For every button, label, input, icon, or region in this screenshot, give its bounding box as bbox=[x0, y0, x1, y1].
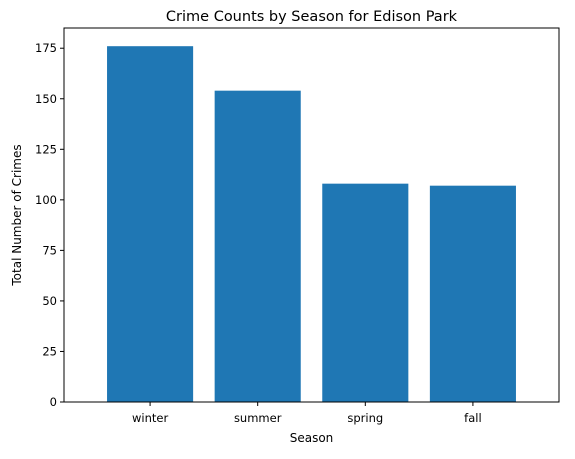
x-tick-label-fall: fall bbox=[464, 411, 482, 425]
x-tick-label-summer: summer bbox=[234, 411, 282, 425]
y-tick-label: 150 bbox=[35, 92, 57, 106]
x-tick-label-winter: winter bbox=[132, 411, 168, 425]
y-tick-label: 175 bbox=[35, 41, 57, 55]
bar-fall bbox=[429, 185, 516, 402]
x-axis-label: Season bbox=[290, 431, 334, 445]
chart-title: Crime Counts by Season for Edison Park bbox=[166, 9, 458, 25]
bars-layer bbox=[107, 46, 516, 403]
y-axis: 0 25 50 75 100 125 150 175 bbox=[35, 41, 64, 409]
bar-spring bbox=[322, 183, 409, 402]
y-tick-label: 0 bbox=[50, 395, 57, 409]
y-tick-label: 25 bbox=[42, 344, 57, 358]
y-tick-label: 100 bbox=[35, 193, 57, 207]
plot-frame bbox=[63, 27, 560, 403]
bar-winter bbox=[107, 46, 194, 403]
x-axis: winter summer spring fall bbox=[132, 402, 482, 425]
bar-summer bbox=[214, 90, 301, 402]
y-tick-label: 75 bbox=[42, 243, 57, 257]
y-axis-label: Total Number of Crimes bbox=[10, 144, 24, 286]
x-tick-label-spring: spring bbox=[347, 411, 383, 425]
y-tick-label: 50 bbox=[42, 294, 57, 308]
y-tick-label: 125 bbox=[35, 142, 57, 156]
